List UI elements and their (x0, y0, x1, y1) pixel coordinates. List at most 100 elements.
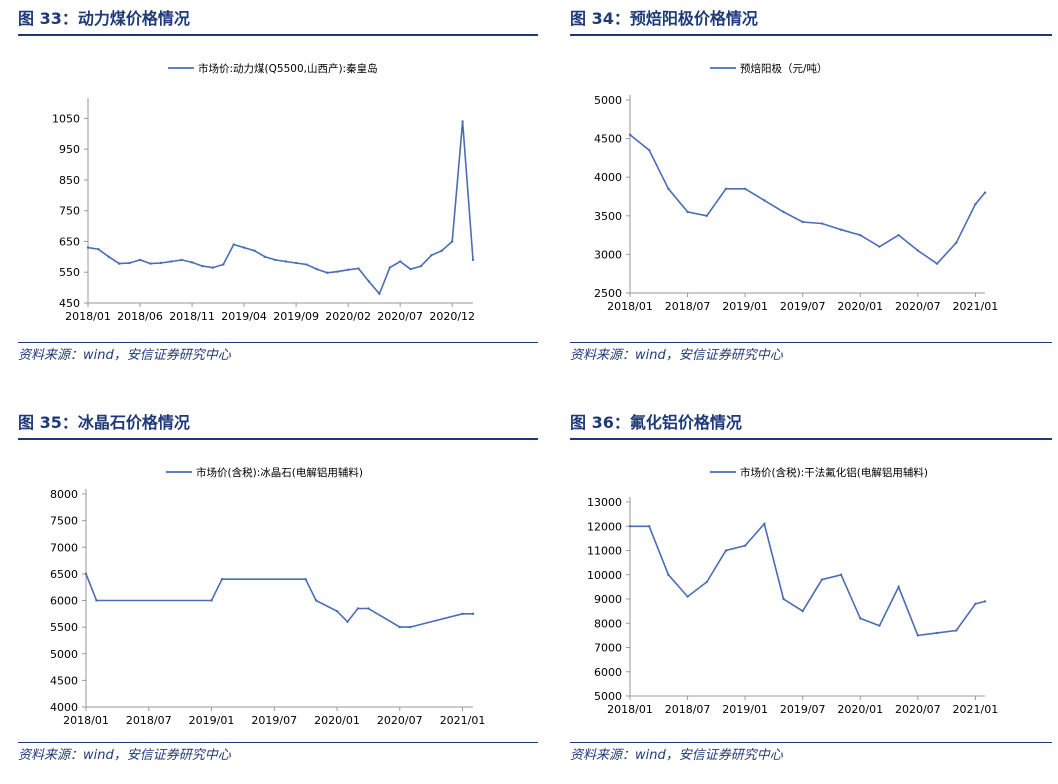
data-point (974, 203, 977, 206)
data-point (647, 525, 651, 528)
y-tick-label: 3000 (594, 248, 622, 261)
data-point (839, 573, 843, 576)
data-point (983, 600, 987, 603)
data-point (294, 261, 298, 265)
chart-title-33: 图 33：动力煤价格情况 (18, 8, 538, 36)
y-tick-label: 6500 (50, 568, 78, 581)
data-point (315, 267, 319, 271)
data-point (782, 597, 785, 601)
data-point (220, 578, 224, 581)
data-point (471, 258, 475, 262)
x-tick-label: 2019/01 (722, 300, 768, 313)
data-point (878, 245, 881, 248)
source-note-35: 资料来源：wind，安信证券研究中心 (18, 742, 538, 769)
y-tick-label: 1050 (52, 112, 80, 125)
y-tick-label: 3500 (594, 210, 622, 223)
data-point (724, 549, 728, 552)
y-tick-label: 4000 (594, 171, 622, 184)
data-point (974, 602, 977, 606)
line-chart-33: 450 550 650 750 850 950 1050 2018/01 2018/06 2018… (52, 62, 475, 323)
data-point (378, 292, 381, 295)
data-point (647, 148, 651, 152)
x-tick-label: 2019/09 (273, 310, 319, 323)
x-tick-label: 2020/01 (314, 714, 360, 727)
y-tick-label: 9000 (594, 593, 622, 606)
y-tick-label: 4500 (594, 133, 622, 146)
data-point (304, 578, 307, 581)
data-point (743, 544, 747, 547)
data-point (336, 270, 339, 273)
y-tick-label: 750 (59, 205, 80, 218)
x-tick-label: 2018/07 (665, 300, 711, 313)
x-tick-label: 2019/01 (189, 714, 235, 727)
chart-panel-35: 图 35：冰晶石价格情况 4000 4500 5000 5500 6000 6500 700… (18, 412, 538, 772)
x-tick-label: 2018/01 (65, 310, 111, 323)
data-point (955, 241, 958, 245)
y-tick-label: 7000 (50, 541, 78, 554)
y-tick-label: 8000 (50, 488, 78, 501)
data-point (686, 210, 689, 214)
data-point (471, 612, 475, 616)
data-point (935, 262, 939, 265)
x-tick-label: 2018/01 (607, 703, 653, 716)
x-tick-label: 2019/07 (251, 714, 297, 727)
x-tick-label: 2021/01 (953, 703, 999, 716)
data-point (284, 260, 287, 263)
data-point (878, 624, 881, 627)
y-tick-label: 950 (59, 143, 80, 156)
x-tick-label: 2018/06 (117, 310, 163, 323)
x-tick-label: 2019/07 (780, 300, 826, 313)
source-note-34: 资料来源：wind，安信证券研究中心 (570, 342, 1052, 369)
data-point (398, 260, 402, 263)
y-tick-label: 6000 (50, 595, 78, 608)
legend-label: 市场价:动力煤(Q5500,山西产):秦皇岛 (198, 62, 378, 75)
data-point (705, 580, 708, 584)
data-point (801, 609, 804, 613)
data-point (367, 280, 371, 283)
data-point (84, 572, 88, 576)
x-tick-label: 2021/01 (953, 300, 999, 313)
data-point (916, 249, 920, 252)
legend-label: 市场价(含税):冰晶石(电解铝用辅料) (196, 466, 363, 479)
x-tick-label: 2020/07 (895, 300, 941, 313)
y-tick-label: 5000 (594, 690, 622, 703)
data-point (763, 199, 766, 202)
line-chart-36: 5000 6000 7000 8000 9000 10000 11000 12000 13000… (587, 466, 999, 716)
data-point (667, 573, 670, 576)
data-point (138, 258, 142, 262)
chart-panel-34: 图 34：预焙阳极价格情况 2500 3000 3500 4000 4500 5000 20… (570, 8, 1052, 368)
x-tick-label: 2018/01 (63, 714, 109, 727)
data-point (935, 631, 939, 635)
y-tick-label: 8000 (594, 617, 622, 630)
data-point (628, 525, 632, 528)
x-tick-label: 2019/01 (722, 703, 768, 716)
data-point (357, 267, 360, 270)
x-tick-label: 2020/12 (429, 310, 475, 323)
data-point (314, 599, 318, 602)
data-point (305, 263, 308, 266)
legend-label: 市场价(含税):干法氟化铝(电解铝用辅料) (740, 466, 928, 479)
data-point (107, 255, 111, 259)
source-note-36: 资料来源：wind，安信证券研究中心 (570, 742, 1052, 769)
data-point (859, 233, 862, 237)
data-point (705, 214, 708, 217)
data-point (419, 264, 423, 268)
data-point (170, 260, 173, 263)
data-point (388, 266, 391, 269)
data-point (461, 120, 464, 123)
data-point (118, 262, 121, 265)
series-line (629, 134, 986, 265)
data-point (97, 247, 100, 251)
data-point (356, 607, 360, 610)
y-tick-label: 2500 (594, 287, 622, 300)
data-point (743, 187, 747, 190)
y-tick-label: 7500 (50, 515, 78, 528)
x-tick-label: 2020/07 (895, 703, 941, 716)
x-tick-label: 2020/02 (325, 310, 371, 323)
data-point (263, 255, 267, 259)
y-tick-label: 4000 (50, 701, 78, 714)
data-point (367, 607, 370, 610)
x-tick-label: 2018/07 (126, 714, 172, 727)
source-note-33: 资料来源：wind，安信证券研究中心 (18, 342, 538, 369)
data-point (159, 261, 163, 265)
